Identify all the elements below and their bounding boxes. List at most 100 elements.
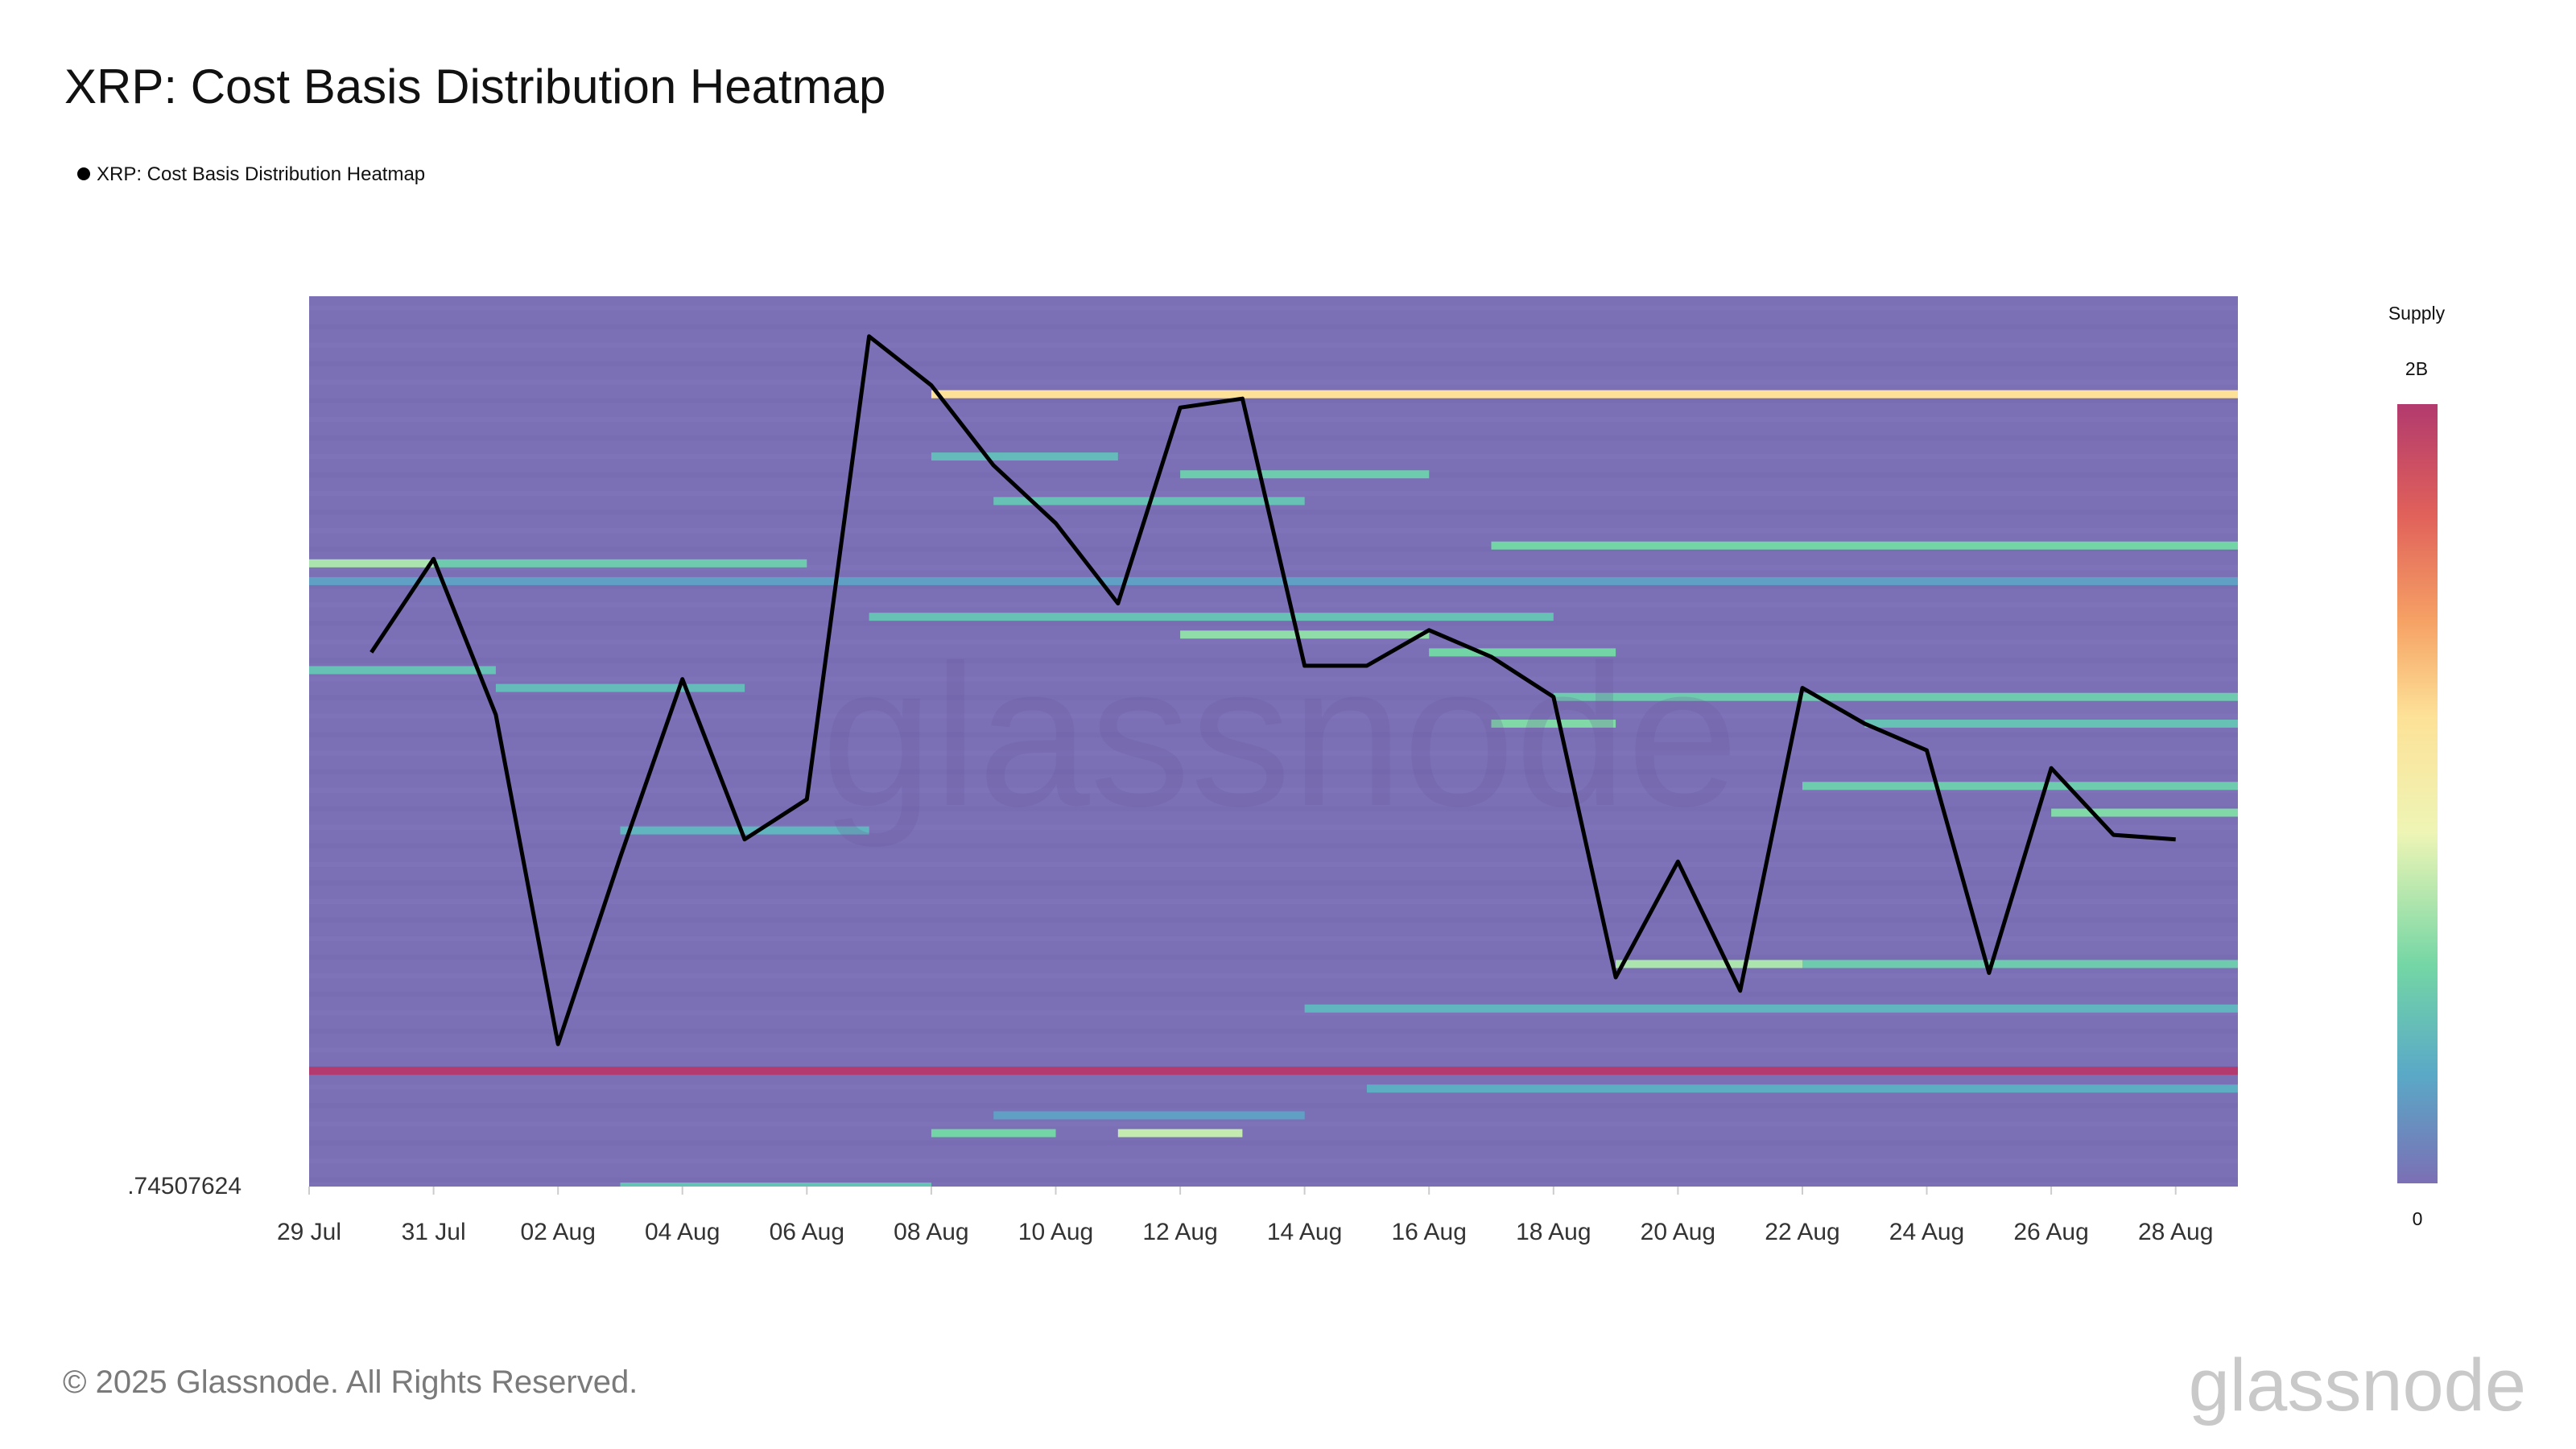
glassnode-logo: glassnode bbox=[2189, 1344, 2526, 1426]
heatmap-cell bbox=[1864, 719, 2238, 728]
heatmap-row bbox=[309, 658, 2238, 663]
heatmap-row bbox=[309, 713, 2238, 719]
heatmap-cell bbox=[931, 452, 1118, 461]
heatmap-cell bbox=[309, 576, 2238, 585]
x-tick-label: 06 Aug bbox=[770, 1219, 844, 1245]
heatmap-background bbox=[309, 296, 2238, 1187]
y-axis-label: .74507624 bbox=[127, 1173, 242, 1199]
heatmap-bands bbox=[309, 390, 2238, 1075]
x-tick-label: 26 Aug bbox=[2013, 1219, 2088, 1245]
heatmap-cell bbox=[993, 1111, 1305, 1120]
heatmap-row bbox=[309, 324, 2238, 329]
heatmap-row bbox=[309, 621, 2238, 626]
x-tick-label: 04 Aug bbox=[645, 1219, 720, 1245]
heatmap-cell bbox=[495, 683, 745, 692]
heatmap-row bbox=[309, 398, 2238, 403]
heatmap-band bbox=[931, 390, 2238, 398]
colorbar-title: Supply bbox=[2388, 303, 2446, 324]
plot-area: glassnode bbox=[309, 296, 2238, 1187]
heatmap-row bbox=[309, 565, 2238, 571]
heatmap-cell bbox=[1802, 782, 2238, 791]
heatmap-row bbox=[309, 824, 2238, 830]
heatmap-row bbox=[309, 1010, 2238, 1016]
heatmap-cell bbox=[1117, 1129, 1243, 1137]
heatmap-cell bbox=[1491, 541, 2238, 550]
heatmap-cell bbox=[433, 559, 807, 568]
heatmap-cell bbox=[1180, 470, 1430, 479]
heatmap-row bbox=[309, 695, 2238, 700]
heatmap-row bbox=[309, 750, 2238, 756]
heatmap-row bbox=[309, 305, 2238, 311]
heatmap-row bbox=[309, 584, 2238, 589]
x-tick-label: 29 Jul bbox=[277, 1219, 341, 1245]
heatmap-row bbox=[309, 732, 2238, 737]
heatmap-cell bbox=[1491, 719, 1616, 728]
heatmap-row bbox=[309, 416, 2238, 423]
heatmap-cell bbox=[1180, 630, 1430, 639]
legend-label: XRP: Cost Basis Distribution Heatmap bbox=[97, 163, 425, 185]
heatmap-row bbox=[309, 935, 2238, 942]
heatmap-cell bbox=[309, 666, 496, 675]
heatmap-row bbox=[309, 602, 2238, 608]
heatmap-row bbox=[309, 1103, 2238, 1108]
heatmap-row bbox=[309, 361, 2238, 366]
heatmap-row bbox=[309, 453, 2238, 460]
heatmap-row bbox=[309, 639, 2238, 645]
chart-title: XRP: Cost Basis Distribution Heatmap bbox=[64, 60, 886, 114]
heatmap-row bbox=[309, 955, 2238, 960]
heatmap-cell bbox=[931, 1129, 1056, 1137]
heatmap-cell bbox=[620, 826, 869, 835]
x-tick-label: 20 Aug bbox=[1641, 1219, 1715, 1245]
heatmap-row bbox=[309, 769, 2238, 774]
watermark: glassnode bbox=[821, 623, 1739, 848]
colorbar-gradient bbox=[2397, 404, 2438, 1183]
x-tick-label: 22 Aug bbox=[1765, 1219, 1839, 1245]
heatmap-row bbox=[309, 547, 2238, 552]
x-axis: 29 Jul 31 Jul 02 Aug 04 Aug 06 Aug 08 Aug 10 A… bbox=[277, 1187, 2213, 1245]
x-tick-label: 18 Aug bbox=[1516, 1219, 1591, 1245]
heatmap-row bbox=[309, 379, 2238, 385]
x-tick-label: 02 Aug bbox=[520, 1219, 595, 1245]
heatmap-texture bbox=[309, 305, 2238, 1183]
heatmap-cell bbox=[1802, 960, 2238, 968]
x-tick-label: 24 Aug bbox=[1889, 1219, 1964, 1245]
heatmap-row bbox=[309, 880, 2238, 886]
legend-marker bbox=[77, 167, 90, 180]
colorbar: Supply 2B 0 bbox=[2388, 303, 2446, 1229]
heatmap-cells bbox=[309, 452, 2238, 1187]
heatmap-cell bbox=[2051, 808, 2238, 817]
heatmap-cell bbox=[1429, 648, 1616, 657]
heatmap-cell bbox=[1366, 1084, 2238, 1093]
x-tick-label: 31 Jul bbox=[402, 1219, 466, 1245]
colorbar-min-label: 0 bbox=[2413, 1208, 2423, 1229]
heatmap-row bbox=[309, 1158, 2238, 1164]
heatmap-row bbox=[309, 898, 2238, 905]
heatmap-row bbox=[309, 1029, 2238, 1034]
x-tick-label: 14 Aug bbox=[1267, 1219, 1342, 1245]
x-tick-label: 08 Aug bbox=[894, 1219, 968, 1245]
heatmap-row bbox=[309, 676, 2238, 682]
heatmap-cell bbox=[1553, 692, 2238, 701]
heatmap-cell bbox=[620, 1183, 931, 1187]
heatmap-row bbox=[309, 843, 2238, 848]
heatmap-row bbox=[309, 1177, 2238, 1183]
legend: XRP: Cost Basis Distribution Heatmap bbox=[77, 163, 425, 185]
heatmap-row bbox=[309, 1084, 2238, 1090]
heatmap-row bbox=[309, 490, 2238, 497]
heatmap-cell bbox=[1616, 960, 1802, 968]
price-line bbox=[369, 334, 2176, 1046]
heatmap-row bbox=[309, 1047, 2238, 1053]
heatmap-row bbox=[309, 342, 2238, 348]
colorbar-max-label: 2B bbox=[2405, 358, 2428, 379]
heatmap-cell bbox=[1304, 1004, 2238, 1013]
heatmap-row bbox=[309, 973, 2238, 979]
x-tick-label: 28 Aug bbox=[2138, 1219, 2213, 1245]
heatmap-row bbox=[309, 435, 2238, 441]
x-tick-label: 16 Aug bbox=[1391, 1219, 1466, 1245]
heatmap-row bbox=[309, 510, 2238, 515]
heatmap-row bbox=[309, 1121, 2238, 1127]
heatmap-band bbox=[309, 1067, 2238, 1075]
heatmap-row bbox=[309, 787, 2238, 793]
heatmap-row bbox=[309, 806, 2238, 811]
